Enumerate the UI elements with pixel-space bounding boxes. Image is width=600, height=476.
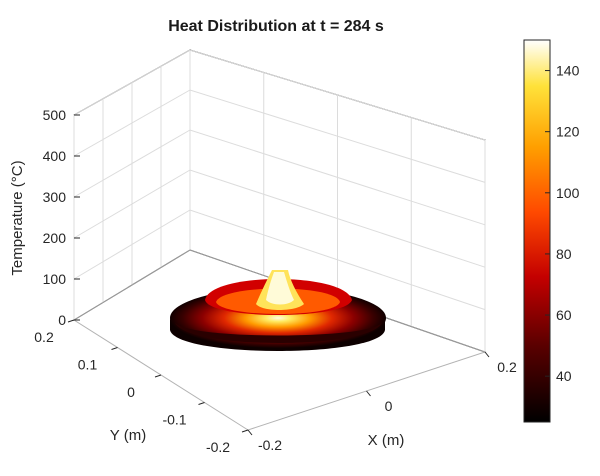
z-gridline <box>73 129 486 226</box>
y-tick-mark <box>67 319 75 323</box>
y-tick-label: 0.1 <box>78 357 98 373</box>
y-axis-ticks: -0.2 -0.1 0 0.1 0.2 <box>34 319 249 455</box>
y-tick-mark <box>198 402 205 405</box>
plot-box <box>73 49 487 431</box>
x-tick-mark <box>484 351 490 358</box>
colorbar-ticks: 40 60 80 100 120 140 <box>545 63 580 384</box>
x-axis-ticks: -0.2 0 0.2 <box>247 351 517 453</box>
x-tick-mark <box>247 429 253 436</box>
colorbar-tick-label: 80 <box>556 246 572 262</box>
x-tick-mark <box>366 390 371 397</box>
colorbar-tick-label: 40 <box>556 368 572 384</box>
z-axis-ticks: 0 100 200 300 400 500 <box>43 107 80 328</box>
z-tick-label: 200 <box>43 230 67 246</box>
y-tick-label: -0.2 <box>206 439 230 455</box>
x-axis-label: X (m) <box>368 432 405 449</box>
x-tick-label: 0 <box>385 398 393 414</box>
y-tick-mark <box>154 374 162 378</box>
chart-title: Heat Distribution at t = 284 s <box>168 18 384 35</box>
z-gridline <box>73 89 486 183</box>
z-tick-label: 300 <box>43 189 67 205</box>
colorbar-tick-label: 140 <box>556 63 580 79</box>
y-tick-mark <box>111 347 118 350</box>
z-tick-label: 0 <box>58 312 66 328</box>
colorbar-tick-label: 60 <box>556 307 572 323</box>
z-axis-label: Temperature (°C) <box>9 160 26 275</box>
colorbar-tick-label: 120 <box>556 124 580 140</box>
x-tick-label: -0.2 <box>258 437 282 453</box>
colorbar-gradient <box>523 39 551 423</box>
y-tick-mark <box>241 429 249 433</box>
center-peak-core <box>266 272 294 305</box>
z-gridline <box>73 169 486 268</box>
wall-gridlines <box>73 49 486 353</box>
outer-ring-shade <box>175 322 382 343</box>
x-tick-label: 0.2 <box>497 359 517 375</box>
y-axis-label: Y (m) <box>110 427 146 444</box>
z-tick-label: 100 <box>43 271 67 287</box>
colorbar-tick-label: 100 <box>556 185 580 201</box>
z-gridline <box>73 49 486 141</box>
z-tick-label: 500 <box>43 107 67 123</box>
y-tick-label: 0.2 <box>34 329 54 345</box>
y-tick-label: -0.1 <box>162 412 186 428</box>
colorbar: 40 60 80 100 120 140 <box>523 39 580 423</box>
heat-surface <box>170 270 386 351</box>
y-tick-label: 0 <box>127 384 135 400</box>
z-tick-label: 400 <box>43 148 67 164</box>
